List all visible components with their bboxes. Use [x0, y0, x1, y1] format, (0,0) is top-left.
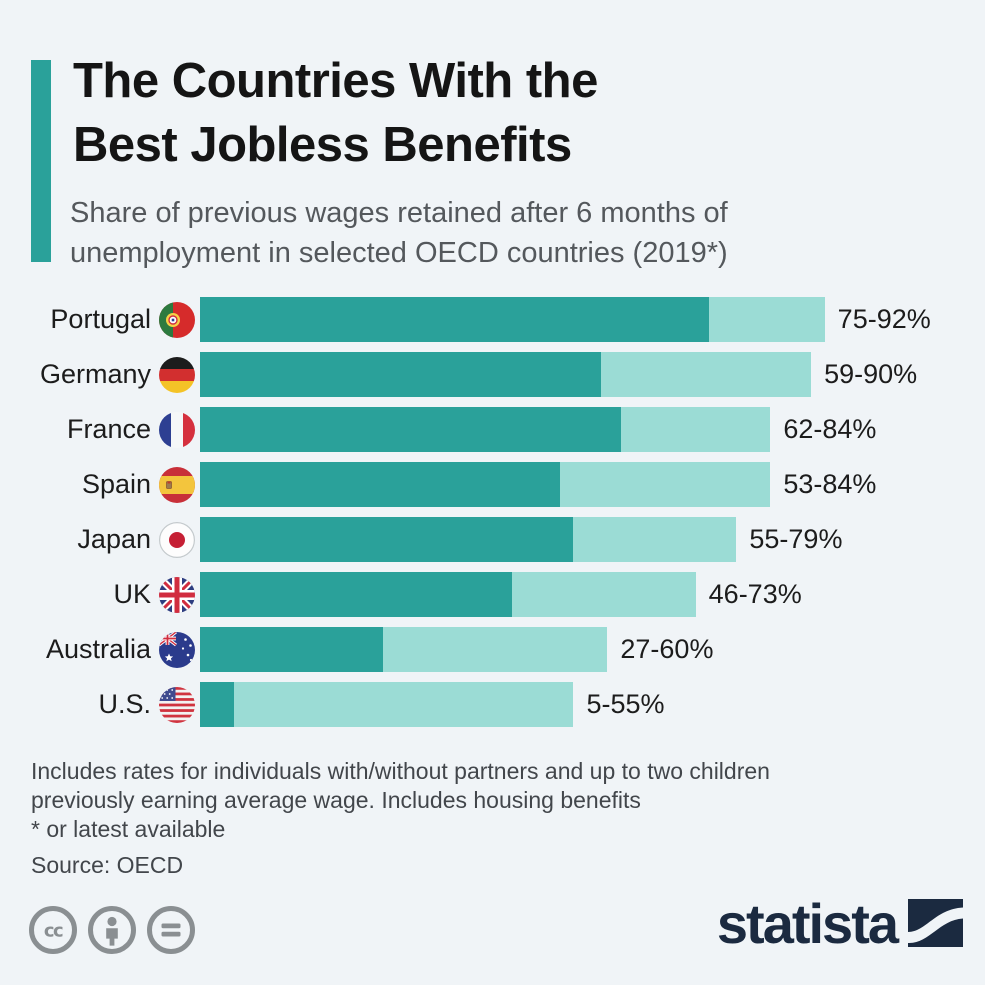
- bar-lower-segment: [200, 407, 621, 452]
- value-label: 55-79%: [749, 524, 843, 554]
- page-title-line-1: The Countries With the: [73, 54, 598, 108]
- footnote-line-1: Includes rates for individuals with/with…: [31, 758, 770, 784]
- country-label: Australia: [45, 634, 151, 664]
- page-title-line-2: Best Jobless Benefits: [73, 117, 572, 172]
- bar-lower-segment: [200, 462, 560, 507]
- svg-text:cc: cc: [44, 921, 63, 942]
- flag-slot: [159, 356, 195, 393]
- bar-track: [200, 352, 812, 397]
- country-label: UK: [113, 579, 151, 609]
- row-label-area: Portugal: [0, 301, 200, 338]
- france-flag-icon: [159, 411, 195, 448]
- subtitle-line-2: unemployment in selected OECD countries …: [70, 237, 728, 270]
- value-label: 59-90%: [824, 359, 918, 389]
- bar-range-segment: [573, 517, 737, 562]
- bar-range-segment: [512, 572, 696, 617]
- row-label-area: France: [0, 411, 200, 448]
- row-label-area: Germany: [0, 356, 200, 393]
- source-label: Source: OECD: [31, 851, 184, 878]
- bar-lower-segment: [200, 627, 384, 672]
- license-icons: cc: [28, 905, 196, 955]
- page-title: The Countries With the Best Jobless Bene…: [73, 50, 598, 177]
- title-accent-bar: [31, 60, 51, 262]
- country-label: Spain: [81, 469, 151, 499]
- bar-track: [200, 572, 696, 617]
- bar-lower-segment: [200, 352, 601, 397]
- country-row: UK 46-73%: [0, 572, 985, 617]
- bar-range-segment: [233, 682, 574, 727]
- bar-range-segment: [559, 462, 771, 507]
- value-label: 27-60%: [620, 634, 714, 664]
- australia-flag-icon: [159, 631, 195, 668]
- bar-range-segment: [600, 352, 812, 397]
- flag-slot: [159, 411, 195, 448]
- value-label: 46-73%: [708, 579, 802, 609]
- country-row: Portugal 75-92%: [0, 297, 985, 342]
- flag-slot: [159, 686, 195, 723]
- country-label: Japan: [77, 524, 151, 554]
- statista-branding[interactable]: statista: [716, 892, 963, 956]
- value-label: 62-84%: [783, 414, 877, 444]
- country-label: Germany: [39, 359, 151, 389]
- country-row: Germany 59-90%: [0, 352, 985, 397]
- country-row: U.S. 5-55%: [0, 682, 985, 727]
- country-label: U.S.: [98, 689, 151, 719]
- attribution-icon[interactable]: [87, 905, 137, 955]
- bar-track: [200, 517, 737, 562]
- bar-track: [200, 682, 574, 727]
- flag-slot: [159, 631, 195, 668]
- bar-track: [200, 297, 825, 342]
- flag-slot: [159, 466, 195, 503]
- country-label: Portugal: [50, 304, 151, 334]
- footer: Includes rates for individuals with/with…: [31, 757, 770, 880]
- row-label-area: Japan: [0, 521, 200, 558]
- country-row: Spain 53-84%: [0, 462, 985, 507]
- bar-lower-segment: [200, 517, 574, 562]
- bar-range-segment: [620, 407, 771, 452]
- bar-lower-segment: [200, 297, 710, 342]
- country-row: Australia 27-60%: [0, 627, 985, 672]
- statista-logo-mark[interactable]: [908, 899, 963, 947]
- uk-flag-icon: [159, 576, 195, 613]
- no-derivatives-icon[interactable]: [146, 905, 196, 955]
- footnote-line-2: previously earning average wage. Include…: [31, 786, 641, 813]
- bar-track: [200, 462, 771, 507]
- flag-slot: [159, 576, 195, 613]
- row-label-area: Spain: [0, 466, 200, 503]
- page-subtitle: Share of previous wages retained after 6…: [70, 193, 728, 273]
- bar-range-segment: [383, 627, 608, 672]
- chart-rows: Portugal 75-92% Germany: [0, 297, 985, 737]
- footnote-line-3: * or latest available: [31, 815, 226, 842]
- value-label: 53-84%: [783, 469, 877, 499]
- bar-lower-segment: [200, 572, 513, 617]
- us-flag-icon: [159, 686, 195, 723]
- country-label: France: [66, 414, 151, 444]
- bar-lower-segment: [200, 682, 234, 727]
- flag-slot: [159, 301, 195, 338]
- value-label: 75-92%: [837, 304, 931, 334]
- row-label-area: UK: [0, 576, 200, 613]
- row-label-area: Australia: [0, 631, 200, 668]
- germany-flag-icon: [159, 356, 195, 393]
- bar-track: [200, 407, 771, 452]
- portugal-flag-icon: [159, 301, 195, 338]
- spain-flag-icon: [159, 466, 195, 503]
- bar-range-segment: [709, 297, 825, 342]
- japan-flag-icon: [159, 521, 195, 558]
- bar-track: [200, 627, 608, 672]
- country-row: Japan 55-79%: [0, 517, 985, 562]
- country-row: France 62-84%: [0, 407, 985, 452]
- flag-slot: [159, 521, 195, 558]
- subtitle-line-1: Share of previous wages retained after 6…: [70, 197, 728, 229]
- statista-wordmark[interactable]: statista: [716, 892, 899, 956]
- row-label-area: U.S.: [0, 686, 200, 723]
- value-label: 5-55%: [586, 689, 665, 719]
- cc-license-icon[interactable]: cc: [28, 905, 78, 955]
